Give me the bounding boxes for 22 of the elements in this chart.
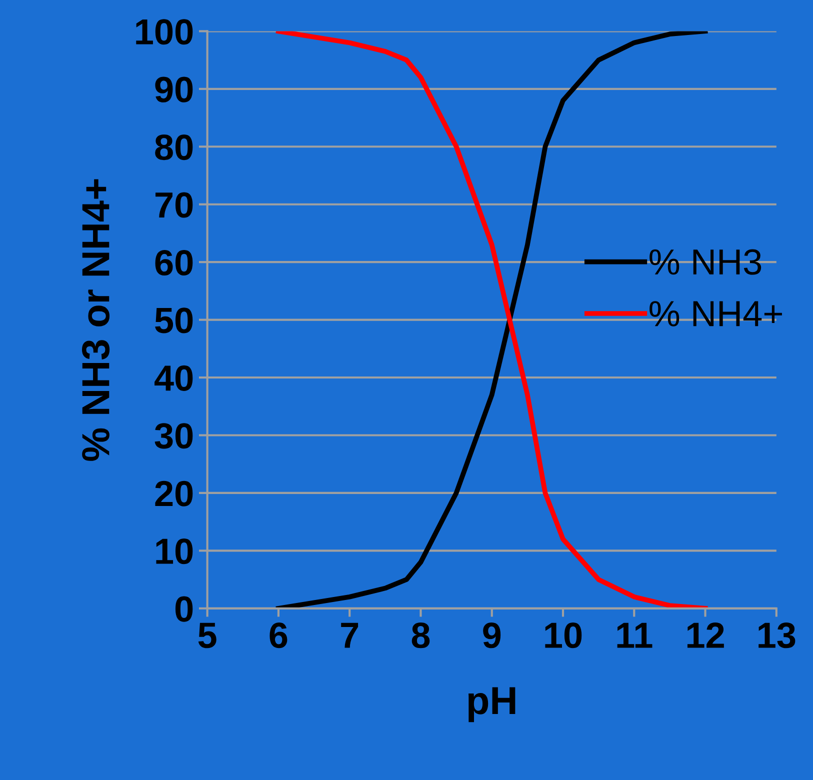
x-tick-label: 7 xyxy=(341,622,358,648)
y-tick-label: 80 xyxy=(155,134,193,160)
y-tick-label: 50 xyxy=(155,308,193,334)
x-tick-label: 13 xyxy=(758,622,796,648)
y-tick-label: 0 xyxy=(175,596,193,622)
x-tick-label: 6 xyxy=(270,622,288,648)
y-tick-label: 40 xyxy=(154,365,193,391)
x-axis-title: pH xyxy=(468,687,516,722)
x-tick-label: 5 xyxy=(198,622,216,648)
x-tick-label: 11 xyxy=(617,622,652,648)
y-tick-label: 70 xyxy=(156,192,193,218)
y-tick-label: 30 xyxy=(154,423,193,449)
y-tick-label: 100 xyxy=(136,19,193,45)
x-tick-label: 9 xyxy=(483,622,501,648)
x-tick-label: 12 xyxy=(687,622,724,648)
x-tick-label: 8 xyxy=(412,622,430,648)
y-tick-label: 90 xyxy=(155,76,193,102)
y-tick-label: 20 xyxy=(155,480,193,506)
y-axis-title: % NH3 or NH4+ xyxy=(82,179,110,461)
y-tick-label: 10 xyxy=(156,538,193,564)
x-tick-label: 10 xyxy=(545,622,582,648)
y-tick-label: 60 xyxy=(155,250,193,276)
